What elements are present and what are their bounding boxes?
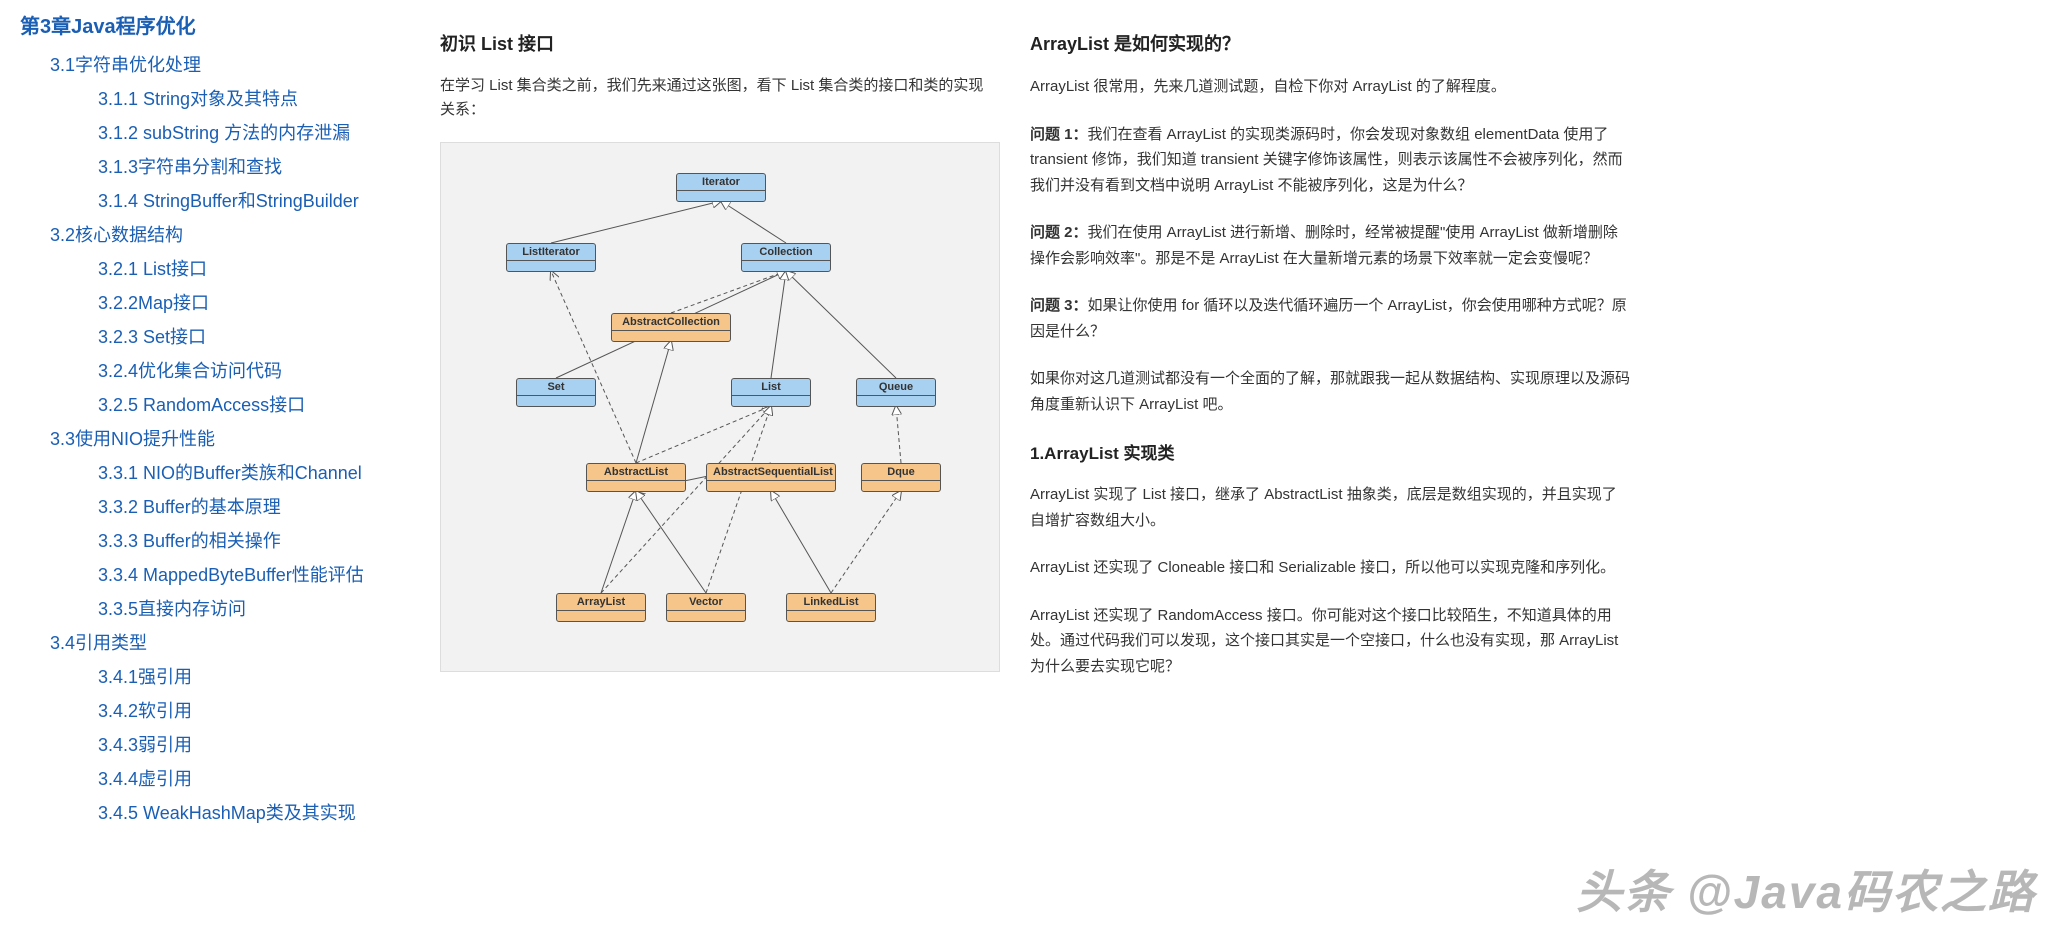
right-p2: 如果你对这几道测试都没有一个全面的了解，那就跟我一起从数据结构、实现原理以及源码… bbox=[1030, 366, 1630, 417]
toc-section[interactable]: 3.3使用NIO提升性能 bbox=[20, 421, 400, 455]
page-container: 第3章Java程序优化 3.1字符串优化处理3.1.1 String对象及其特点… bbox=[0, 0, 2066, 932]
diagram-node-absseq: AbstractSequentialList bbox=[706, 463, 836, 492]
toc-section[interactable]: 3.2核心数据结构 bbox=[20, 217, 400, 251]
toc-section[interactable]: 3.4引用类型 bbox=[20, 625, 400, 659]
right-heading: ArrayList 是如何实现的？ bbox=[1030, 30, 1630, 56]
diagram-node-abscoll: AbstractCollection bbox=[611, 313, 731, 342]
toc-item[interactable]: 3.4.1强引用 bbox=[20, 659, 400, 693]
diagram-node-vector: Vector bbox=[666, 593, 746, 622]
right-p5: ArrayList 还实现了 RandomAccess 接口。你可能对这个接口比… bbox=[1030, 603, 1630, 680]
middle-column: 初识 List 接口 在学习 List 集合类之前，我们先来通过这张图，看下 L… bbox=[400, 0, 1020, 932]
toc-item[interactable]: 3.2.3 Set接口 bbox=[20, 319, 400, 353]
middle-intro: 在学习 List 集合类之前，我们先来通过这张图，看下 List 集合类的接口和… bbox=[440, 74, 990, 122]
toc-section[interactable]: 3.1字符串优化处理 bbox=[20, 47, 400, 81]
diagram-node-list: List bbox=[731, 378, 811, 407]
toc-item[interactable]: 3.3.1 NIO的Buffer类族和Channel bbox=[20, 455, 400, 489]
diagram-node-arraylist: ArrayList bbox=[556, 593, 646, 622]
toc-item[interactable]: 3.1.4 StringBuffer和StringBuilder bbox=[20, 183, 400, 217]
diagram-node-queue: Queue bbox=[856, 378, 936, 407]
diagram-node-dque: Dque bbox=[861, 463, 941, 492]
toc-item[interactable]: 3.2.1 List接口 bbox=[20, 251, 400, 285]
right-column: ArrayList 是如何实现的？ ArrayList 很常用，先来几道测试题，… bbox=[1020, 0, 1660, 932]
question-3: 问题 3：如果让你使用 for 循环以及迭代循环遍历一个 ArrayList，你… bbox=[1030, 293, 1630, 344]
toc-item[interactable]: 3.3.3 Buffer的相关操作 bbox=[20, 523, 400, 557]
right-p3: ArrayList 实现了 List 接口，继承了 AbstractList 抽… bbox=[1030, 482, 1630, 533]
toc-item[interactable]: 3.3.2 Buffer的基本原理 bbox=[20, 489, 400, 523]
toc-item[interactable]: 3.1.1 String对象及其特点 bbox=[20, 81, 400, 115]
toc-item[interactable]: 3.2.5 RandomAccess接口 bbox=[20, 387, 400, 421]
question-1: 问题 1：我们在查看 ArrayList 的实现类源码时，你会发现对象数组 el… bbox=[1030, 122, 1630, 199]
toc-item[interactable]: 3.1.3字符串分割和查找 bbox=[20, 149, 400, 183]
toc-item[interactable]: 3.3.4 MappedByteBuffer性能评估 bbox=[20, 557, 400, 591]
toc-item[interactable]: 3.3.5直接内存访问 bbox=[20, 591, 400, 625]
right-p1: ArrayList 很常用，先来几道测试题，自检下你对 ArrayList 的了… bbox=[1030, 74, 1630, 100]
toc-item[interactable]: 3.2.2Map接口 bbox=[20, 285, 400, 319]
diagram-node-iterator: Iterator bbox=[676, 173, 766, 202]
class-diagram: Iterator ListIterator Collection AbstractCo… bbox=[440, 142, 1000, 672]
toc-item[interactable]: 3.4.3弱引用 bbox=[20, 727, 400, 761]
toc-item[interactable]: 3.4.5 WeakHashMap类及其实现 bbox=[20, 795, 400, 829]
section-heading: 1.ArrayList 实现类 bbox=[1030, 439, 1630, 464]
right-p4: ArrayList 还实现了 Cloneable 接口和 Serializabl… bbox=[1030, 555, 1630, 581]
diagram-node-set: Set bbox=[516, 378, 596, 407]
toc-sidebar: 第3章Java程序优化 3.1字符串优化处理3.1.1 String对象及其特点… bbox=[0, 0, 400, 932]
diagram-node-linkedlist: LinkedList bbox=[786, 593, 876, 622]
toc-item[interactable]: 3.1.2 subString 方法的内存泄漏 bbox=[20, 115, 400, 149]
toc-item[interactable]: 3.4.4虚引用 bbox=[20, 761, 400, 795]
toc-title[interactable]: 第3章Java程序优化 bbox=[20, 10, 400, 39]
diagram-node-abslist: AbstractList bbox=[586, 463, 686, 492]
question-2: 问题 2：我们在使用 ArrayList 进行新增、删除时，经常被提醒"使用 A… bbox=[1030, 220, 1630, 271]
diagram-node-collection: Collection bbox=[741, 243, 831, 272]
diagram-node-listiter: ListIterator bbox=[506, 243, 596, 272]
toc-item[interactable]: 3.2.4优化集合访问代码 bbox=[20, 353, 400, 387]
toc-item[interactable]: 3.4.2软引用 bbox=[20, 693, 400, 727]
middle-heading: 初识 List 接口 bbox=[440, 30, 990, 56]
